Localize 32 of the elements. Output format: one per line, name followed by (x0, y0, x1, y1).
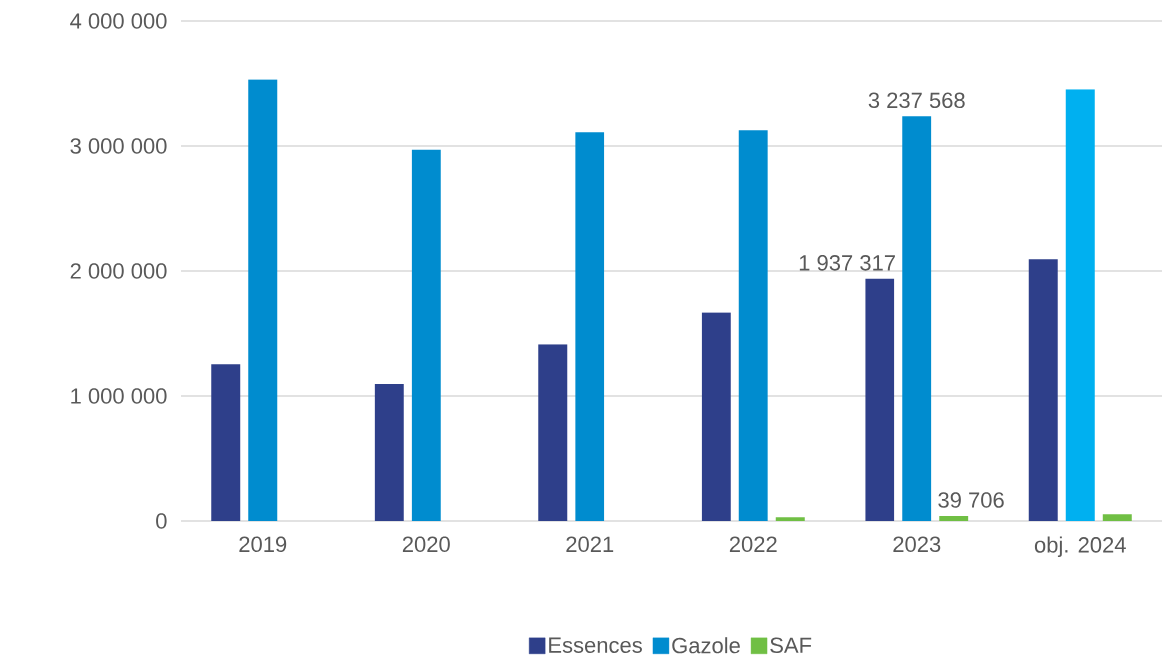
bar (902, 116, 932, 521)
data-label: 3 237 568 (868, 92, 965, 109)
x-tick-label: 2020 (402, 536, 450, 553)
x-tick-label: 2022 (729, 536, 777, 553)
y-tick-label: 2 000 000 (70, 263, 167, 279)
bar (1028, 259, 1058, 521)
bar (1102, 514, 1132, 521)
y-tick-label: 4 000 000 (70, 13, 167, 29)
x-tick-label: 2023 (893, 536, 941, 553)
bar (248, 79, 278, 521)
bar (701, 312, 731, 521)
legend-label: Essences (549, 637, 642, 653)
bar (411, 149, 441, 521)
y-tick-label: 0 (156, 513, 167, 529)
legend-label: Gazole (672, 637, 740, 654)
bar (1065, 89, 1095, 521)
bar (374, 384, 404, 521)
bar (775, 517, 805, 521)
x-tick-label: 2021 (566, 536, 614, 553)
bar (211, 364, 241, 521)
legend-label: SAF (770, 637, 812, 654)
data-label: 39 706 (938, 492, 1004, 508)
bar (939, 516, 969, 521)
x-tick-label: obj. 2024 (1034, 536, 1126, 558)
bar (738, 130, 768, 521)
bar (575, 132, 605, 521)
x-tick-label: 2019 (239, 536, 287, 553)
data-label: 1 937 317 (799, 255, 895, 271)
bar (538, 344, 568, 521)
y-tick-label: 1 000 000 (71, 388, 167, 404)
bar (865, 278, 895, 521)
y-tick-label: 3 000 000 (70, 138, 167, 154)
